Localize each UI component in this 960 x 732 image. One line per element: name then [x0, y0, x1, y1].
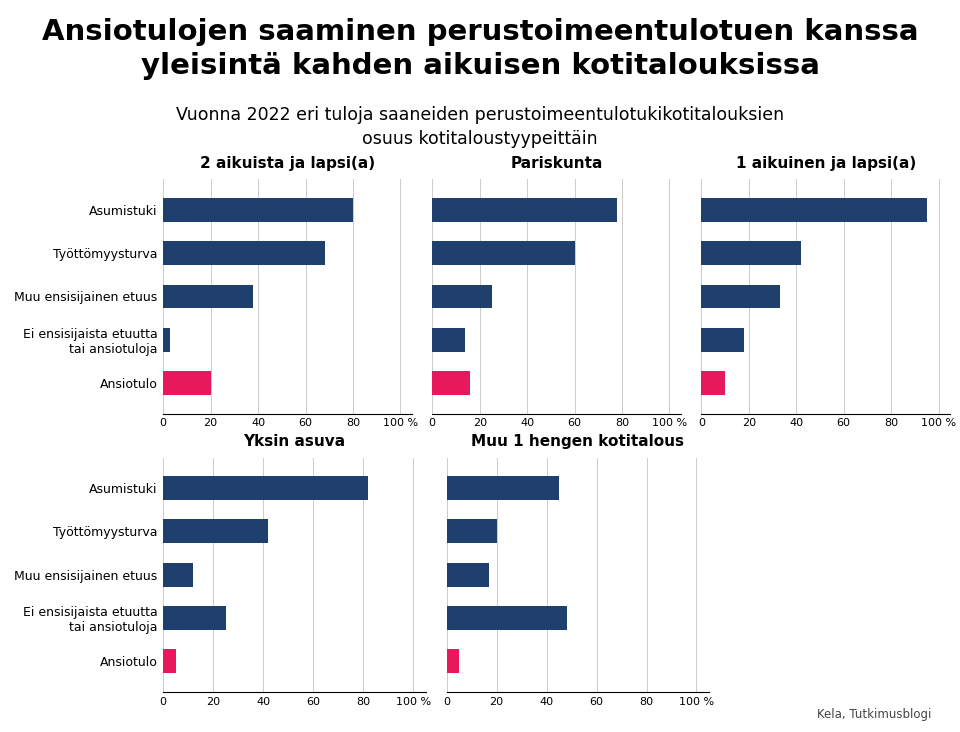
Title: Pariskunta: Pariskunta	[511, 156, 603, 171]
Title: Yksin asuva: Yksin asuva	[243, 434, 346, 449]
Bar	[432, 241, 575, 265]
Bar	[163, 241, 324, 265]
Text: Kela, Tutkimusblogi: Kela, Tutkimusblogi	[817, 708, 931, 721]
Bar	[702, 241, 801, 265]
Text: Vuonna 2022 eri tuloja saaneiden perustoimeentulotukikotitalouksien
osuus kotita: Vuonna 2022 eri tuloja saaneiden perusto…	[176, 106, 784, 148]
Bar	[163, 328, 170, 352]
Bar	[163, 285, 253, 308]
Bar	[446, 606, 566, 630]
Bar	[163, 476, 368, 500]
Bar	[163, 519, 268, 543]
Bar	[702, 198, 926, 222]
Bar	[446, 649, 459, 673]
Bar	[702, 371, 725, 395]
Bar	[432, 328, 466, 352]
Bar	[163, 649, 176, 673]
Bar	[432, 285, 492, 308]
Bar	[163, 563, 193, 586]
Text: Ansiotulojen saaminen perustoimeentulotuen kanssa
yleisintä kahden aikuisen koti: Ansiotulojen saaminen perustoimeentulotu…	[41, 18, 919, 80]
Title: 2 aikuista ja lapsi(a): 2 aikuista ja lapsi(a)	[201, 156, 375, 171]
Bar	[163, 198, 353, 222]
Bar	[446, 519, 496, 543]
Title: Muu 1 hengen kotitalous: Muu 1 hengen kotitalous	[471, 434, 684, 449]
Bar	[432, 371, 470, 395]
Bar	[163, 371, 210, 395]
Bar	[446, 476, 559, 500]
Bar	[702, 328, 744, 352]
Bar	[702, 285, 780, 308]
Bar	[432, 198, 617, 222]
Bar	[446, 563, 489, 586]
Title: 1 aikuinen ja lapsi(a): 1 aikuinen ja lapsi(a)	[735, 156, 916, 171]
Bar	[163, 606, 226, 630]
